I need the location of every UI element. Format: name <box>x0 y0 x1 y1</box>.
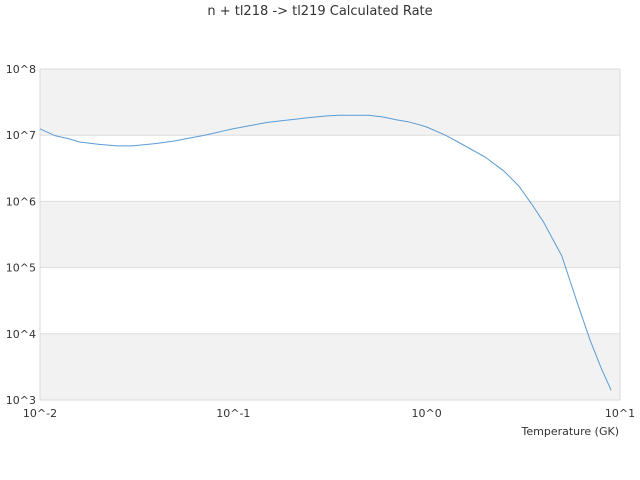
y-tick-label: 10^5 <box>6 262 36 275</box>
x-axis-title: Temperature (GK) <box>521 425 620 438</box>
x-tick-label: 10^-1 <box>216 407 250 420</box>
y-tick-label: 10^7 <box>6 129 36 142</box>
y-tick-label: 10^8 <box>6 63 36 76</box>
y-tick-labels: 10^3 10^4 10^5 10^6 10^7 10^8 <box>6 63 36 407</box>
x-tick-labels: 10^-2 10^-1 10^0 10^1 <box>23 407 635 420</box>
plot-frame <box>39 68 621 401</box>
series-line <box>39 114 612 391</box>
y-tick-label: 10^4 <box>6 328 36 341</box>
plot-band <box>40 69 620 136</box>
chart-title: n + tl218 -> tl219 Calculated Rate <box>207 4 433 19</box>
x-tick-label: 10^0 <box>412 407 442 420</box>
plot-band <box>40 201 620 268</box>
y-tick-label: 10^6 <box>6 195 36 208</box>
x-tick-label: 10^1 <box>605 407 635 420</box>
series-layer <box>39 114 612 391</box>
plot-bands <box>40 69 620 400</box>
y-tick-label: 10^3 <box>6 394 36 407</box>
x-tick-label: 10^-2 <box>23 407 57 420</box>
plot-band <box>40 333 620 400</box>
